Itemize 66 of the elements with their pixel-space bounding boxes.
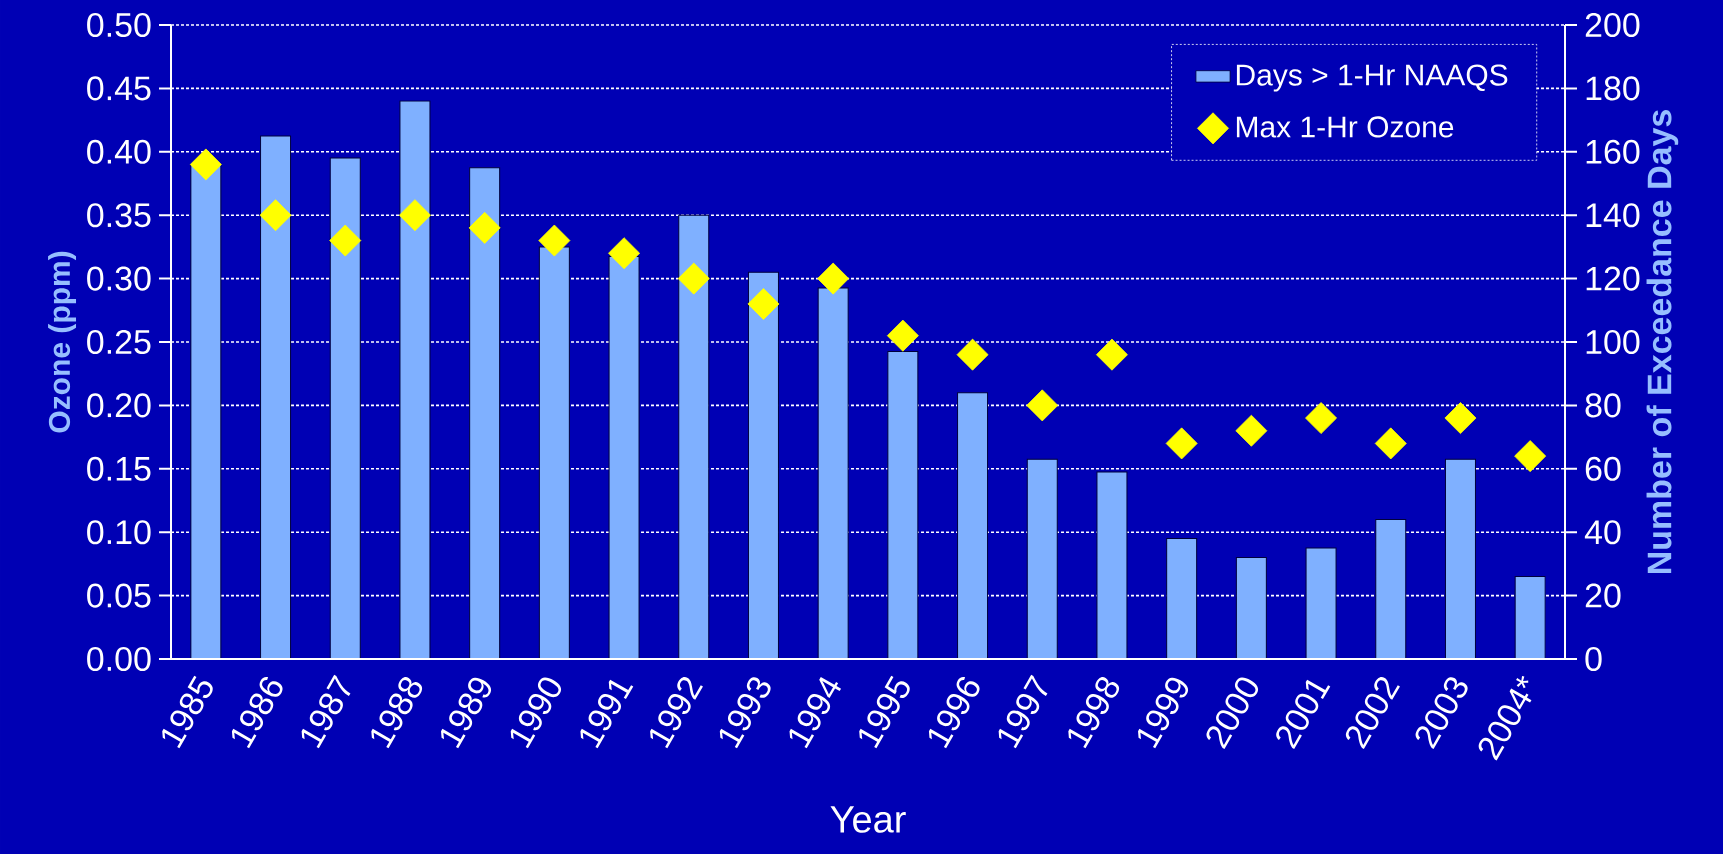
point	[677, 262, 710, 295]
bar	[817, 287, 849, 659]
y-axis-title: Ozone (ppm)	[48, 251, 77, 433]
y-tick-label: 0.10	[87, 520, 151, 545]
y-tick-label: 0.20	[87, 393, 151, 418]
bar	[469, 167, 501, 659]
point	[1444, 402, 1477, 435]
y2-tick-label: 40	[1584, 520, 1621, 545]
point	[189, 148, 222, 181]
point	[1096, 338, 1128, 371]
y-tick-label: 0.00	[87, 646, 151, 672]
point	[1165, 427, 1198, 460]
bar	[399, 100, 431, 659]
bar	[957, 392, 989, 659]
legend-label: Days > 1-Hr NAAQS	[1236, 64, 1508, 92]
point	[886, 319, 919, 352]
y-tick-label: 0.35	[87, 203, 151, 228]
y-tick-label: 0.40	[87, 139, 151, 164]
point	[747, 288, 780, 320]
point	[1305, 402, 1338, 435]
point	[399, 199, 431, 232]
point	[259, 199, 292, 232]
point	[468, 211, 501, 244]
y2-tick-label: 180	[1586, 76, 1640, 101]
bar	[1514, 576, 1546, 659]
point	[608, 237, 641, 270]
bar	[1375, 519, 1407, 659]
y-tick-label: 0.30	[87, 266, 151, 291]
y-tick-label: 0.25	[87, 329, 151, 355]
y-tick-label: 0.50	[87, 12, 151, 38]
y2-tick-label: 20	[1585, 583, 1621, 608]
bar	[1235, 557, 1267, 659]
bar	[887, 350, 919, 659]
y-tick-label: 0.15	[87, 456, 151, 481]
y-tick-label: 0.05	[87, 583, 151, 608]
bar	[1096, 471, 1128, 659]
point	[817, 262, 850, 295]
y2-tick-label: 120	[1586, 266, 1640, 291]
bar	[1444, 458, 1476, 659]
x-axis-title: Year	[830, 806, 906, 833]
bar	[260, 135, 292, 659]
y2-tick-label: 0	[1585, 646, 1602, 672]
point	[1514, 440, 1547, 473]
point	[1235, 414, 1268, 447]
y2-tick-label: 100	[1586, 329, 1640, 355]
bar	[538, 246, 570, 659]
bar	[329, 157, 361, 659]
y2-axis-title: Number of Exceedance Days	[1646, 110, 1679, 574]
bar	[1166, 538, 1198, 659]
bar	[747, 271, 779, 659]
bar	[608, 255, 640, 659]
y-tick-label: 0.45	[87, 76, 151, 101]
y2-tick-label: 140	[1586, 203, 1640, 228]
point	[538, 224, 571, 257]
bar	[678, 214, 710, 659]
point	[1026, 389, 1059, 422]
y2-tick-label: 160	[1586, 139, 1640, 164]
point	[329, 224, 362, 257]
y2-tick-label: 60	[1585, 456, 1621, 481]
y2-tick-label: 80	[1585, 393, 1621, 418]
bar	[1305, 547, 1337, 659]
bar	[1026, 458, 1058, 659]
point	[1374, 427, 1407, 460]
y2-tick-label: 200	[1585, 12, 1640, 38]
legend-label: Max 1-Hr Ozone	[1236, 116, 1454, 138]
point	[956, 338, 989, 371]
